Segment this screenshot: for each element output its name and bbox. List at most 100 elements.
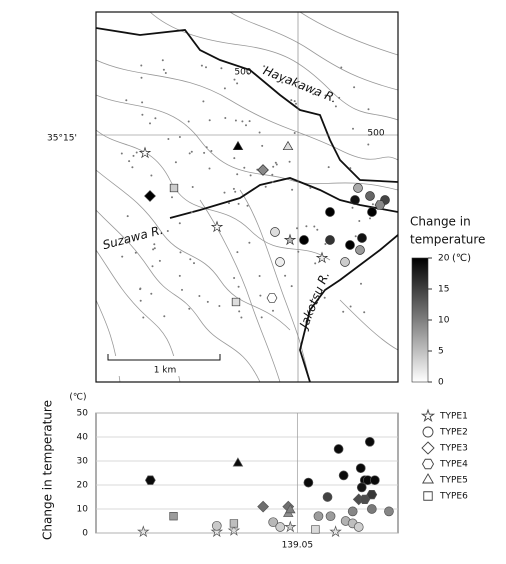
point: [355, 463, 366, 474]
map-dot: [236, 251, 239, 254]
y-tick-label: 0: [82, 529, 88, 539]
map-dot: [284, 274, 287, 277]
map-marker: [266, 293, 278, 303]
map-marker: [357, 233, 367, 243]
map-dot: [290, 99, 293, 102]
map-dot: [261, 144, 264, 147]
map-dot: [126, 215, 129, 218]
map-dot: [243, 166, 246, 169]
map-dot: [131, 166, 134, 169]
map-marker: [232, 140, 244, 151]
map-dot: [208, 167, 211, 170]
point: [347, 506, 358, 517]
colorbar-tick-label: 20: [438, 254, 450, 264]
map-marker: [169, 183, 179, 193]
map: Hayakawa R. Suzawa R. Jakotsu R. 500 500…: [96, 12, 398, 382]
map-dot: [258, 275, 261, 277]
map-dot: [237, 202, 240, 205]
map-marker: [350, 195, 360, 205]
point: [366, 489, 378, 500]
map-dot: [198, 295, 201, 297]
map-dot: [248, 241, 251, 244]
map-dot: [205, 66, 207, 69]
map-dot: [296, 227, 298, 230]
map-dot: [191, 186, 194, 188]
map-dot: [150, 292, 153, 295]
map-dot: [248, 120, 251, 123]
map-dot: [132, 154, 135, 157]
map-dot: [205, 146, 208, 149]
legend-marker: [420, 408, 436, 423]
map-dot: [340, 66, 343, 69]
map-dot: [218, 305, 221, 307]
scatter-chart: Change in temperature (℃) 0 10 20 30 40 50 139…: [41, 393, 469, 551]
map-dot: [353, 86, 356, 89]
colorbar-tick-label: 0: [438, 378, 444, 388]
map-dot: [125, 99, 128, 102]
map-dot: [224, 117, 227, 119]
map-dot: [281, 81, 284, 84]
point: [322, 492, 333, 502]
map-dot: [297, 250, 300, 253]
point: [364, 436, 375, 447]
map-marker: [283, 233, 297, 246]
map-dot: [305, 225, 308, 228]
point: [285, 504, 296, 514]
colorbar-tick-label: 15: [438, 285, 449, 295]
map-dot: [272, 165, 275, 168]
map-dot: [167, 138, 170, 140]
map-dot: [240, 316, 243, 319]
map-dot: [142, 316, 145, 319]
map-dot: [228, 202, 230, 205]
point: [384, 506, 394, 517]
point: [275, 522, 286, 532]
map-dot: [258, 131, 261, 134]
map-dot: [352, 127, 354, 130]
map-dot: [272, 309, 274, 312]
map-marker: [231, 297, 241, 307]
map-dot: [139, 299, 142, 302]
map-dot: [206, 300, 209, 303]
legend-label: TYPE1: [439, 412, 468, 422]
map-dot: [238, 310, 241, 313]
x-tick-label: 139.05: [282, 541, 314, 551]
point: [313, 511, 324, 522]
map-marker: [365, 191, 375, 201]
point: [329, 525, 342, 538]
point: [210, 525, 224, 538]
map-dot: [153, 243, 156, 246]
point: [227, 524, 241, 536]
legend-label: TYPE6: [439, 492, 468, 502]
scale-label: 1 km: [154, 366, 177, 376]
map-dot: [271, 173, 274, 176]
map-dot: [360, 282, 362, 285]
map-dot: [190, 150, 193, 153]
point: [353, 522, 364, 532]
map-dot: [188, 307, 191, 310]
map-dot: [354, 235, 357, 238]
map-dot: [128, 160, 131, 163]
point: [229, 519, 239, 528]
map-dot: [120, 152, 123, 155]
colorbar-tick-label: 10: [438, 316, 450, 326]
map-marker: [345, 240, 355, 250]
map-dot: [236, 173, 239, 176]
map-dot: [323, 296, 326, 299]
map-dot: [154, 117, 157, 120]
map-dot: [190, 211, 193, 214]
map-dot: [150, 174, 153, 177]
map-marker: [282, 140, 294, 151]
point: [211, 520, 222, 531]
colorbar: Change in temperature (℃) 0 5 10 15 20: [410, 215, 485, 388]
map-dot: [342, 310, 345, 313]
map-dot: [121, 255, 124, 258]
map-dot: [179, 251, 182, 254]
map-dot: [367, 108, 370, 111]
map-dot: [237, 285, 240, 288]
map-dot: [349, 305, 352, 308]
map-dot: [158, 259, 161, 262]
point: [311, 525, 320, 534]
colorbar-tick-label: 5: [438, 347, 444, 357]
legend-marker: [421, 458, 435, 470]
map-dot: [358, 220, 361, 222]
